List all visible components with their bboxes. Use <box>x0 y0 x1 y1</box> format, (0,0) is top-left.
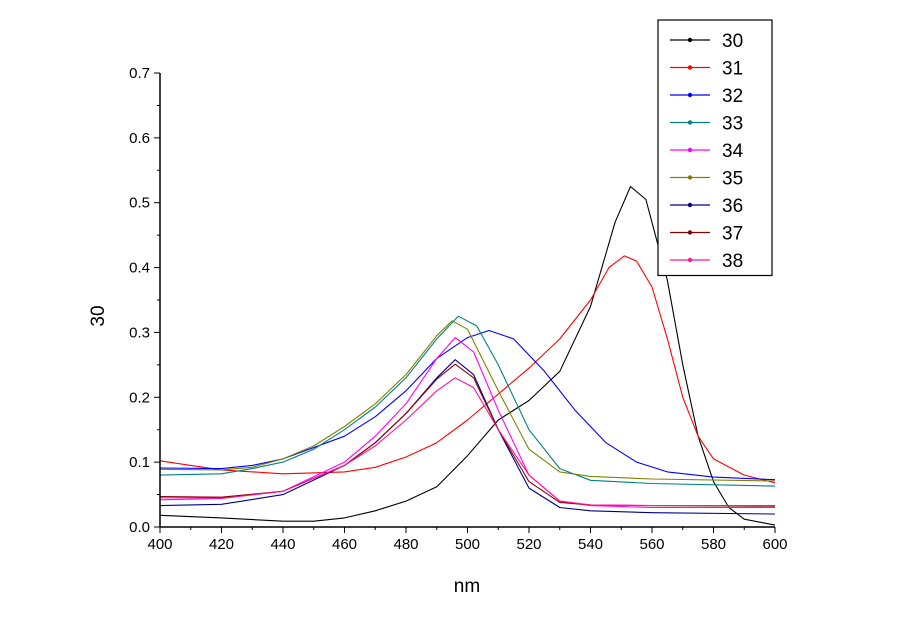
legend-marker-30 <box>687 37 693 43</box>
series-32-line <box>159 329 776 481</box>
y-tick-label: 0.5 <box>129 195 150 212</box>
y-tick-label: 0.2 <box>129 389 150 406</box>
legend-label-30: 30 <box>722 31 743 52</box>
y-axis-label: 30 <box>88 305 109 326</box>
legend-label-37: 37 <box>722 224 743 245</box>
x-tick-label: 460 <box>332 536 357 553</box>
axes: 400 420 440 460 480 500 520 540 560 580 600 0.0 0.1 0… <box>129 65 787 553</box>
x-tick-label: 600 <box>762 536 787 553</box>
legend-label-31: 31 <box>722 59 743 80</box>
series-30-line <box>159 185 776 526</box>
series-31-line <box>159 255 776 484</box>
y-tick-label: 0.1 <box>129 454 150 471</box>
plot-area <box>159 185 776 526</box>
x-tick-label: 420 <box>209 536 234 553</box>
series-38-line <box>159 377 775 507</box>
legend-marker-36 <box>687 202 693 208</box>
legend-marker-34 <box>687 147 693 153</box>
legend-marker-31 <box>687 65 693 70</box>
y-tick-label: 0.0 <box>129 519 150 536</box>
series-36-line <box>159 359 776 515</box>
legend-marker-37 <box>687 230 693 235</box>
x-axis-label: nm <box>454 576 480 597</box>
y-tick-label: 0.6 <box>129 130 150 147</box>
x-tick-label: 440 <box>270 536 295 553</box>
series-37-line <box>159 363 776 507</box>
x-tick-label: 500 <box>455 536 480 553</box>
legend-marker-38 <box>687 257 693 263</box>
series-35-line <box>159 320 776 482</box>
y-tick-label: 0.7 <box>129 65 150 82</box>
x-tick-label: 520 <box>516 536 541 553</box>
legend-label-33: 33 <box>722 114 743 135</box>
y-tick-label: 0.3 <box>129 324 150 341</box>
legend-label-32: 32 <box>722 86 743 107</box>
legend-marker-32 <box>687 92 693 98</box>
legend: 30 31 32 33 34 35 36 37 38 <box>657 19 773 277</box>
legend-label-38: 38 <box>722 251 743 272</box>
x-tick-label: 480 <box>393 536 418 553</box>
x-tick-label: 400 <box>147 536 172 553</box>
legend-marker-35 <box>687 175 693 180</box>
legend-label-35: 35 <box>722 169 743 190</box>
legend-label-34: 34 <box>722 141 744 162</box>
legend-marker-33 <box>687 120 693 125</box>
y-tick-label: 0.4 <box>129 260 150 277</box>
legend-label-36: 36 <box>722 196 743 217</box>
x-tick-label: 560 <box>639 536 664 553</box>
x-tick-label: 540 <box>578 536 603 553</box>
x-tick-label: 580 <box>701 536 726 553</box>
series-33-line <box>159 315 776 487</box>
legend-box <box>657 19 773 277</box>
